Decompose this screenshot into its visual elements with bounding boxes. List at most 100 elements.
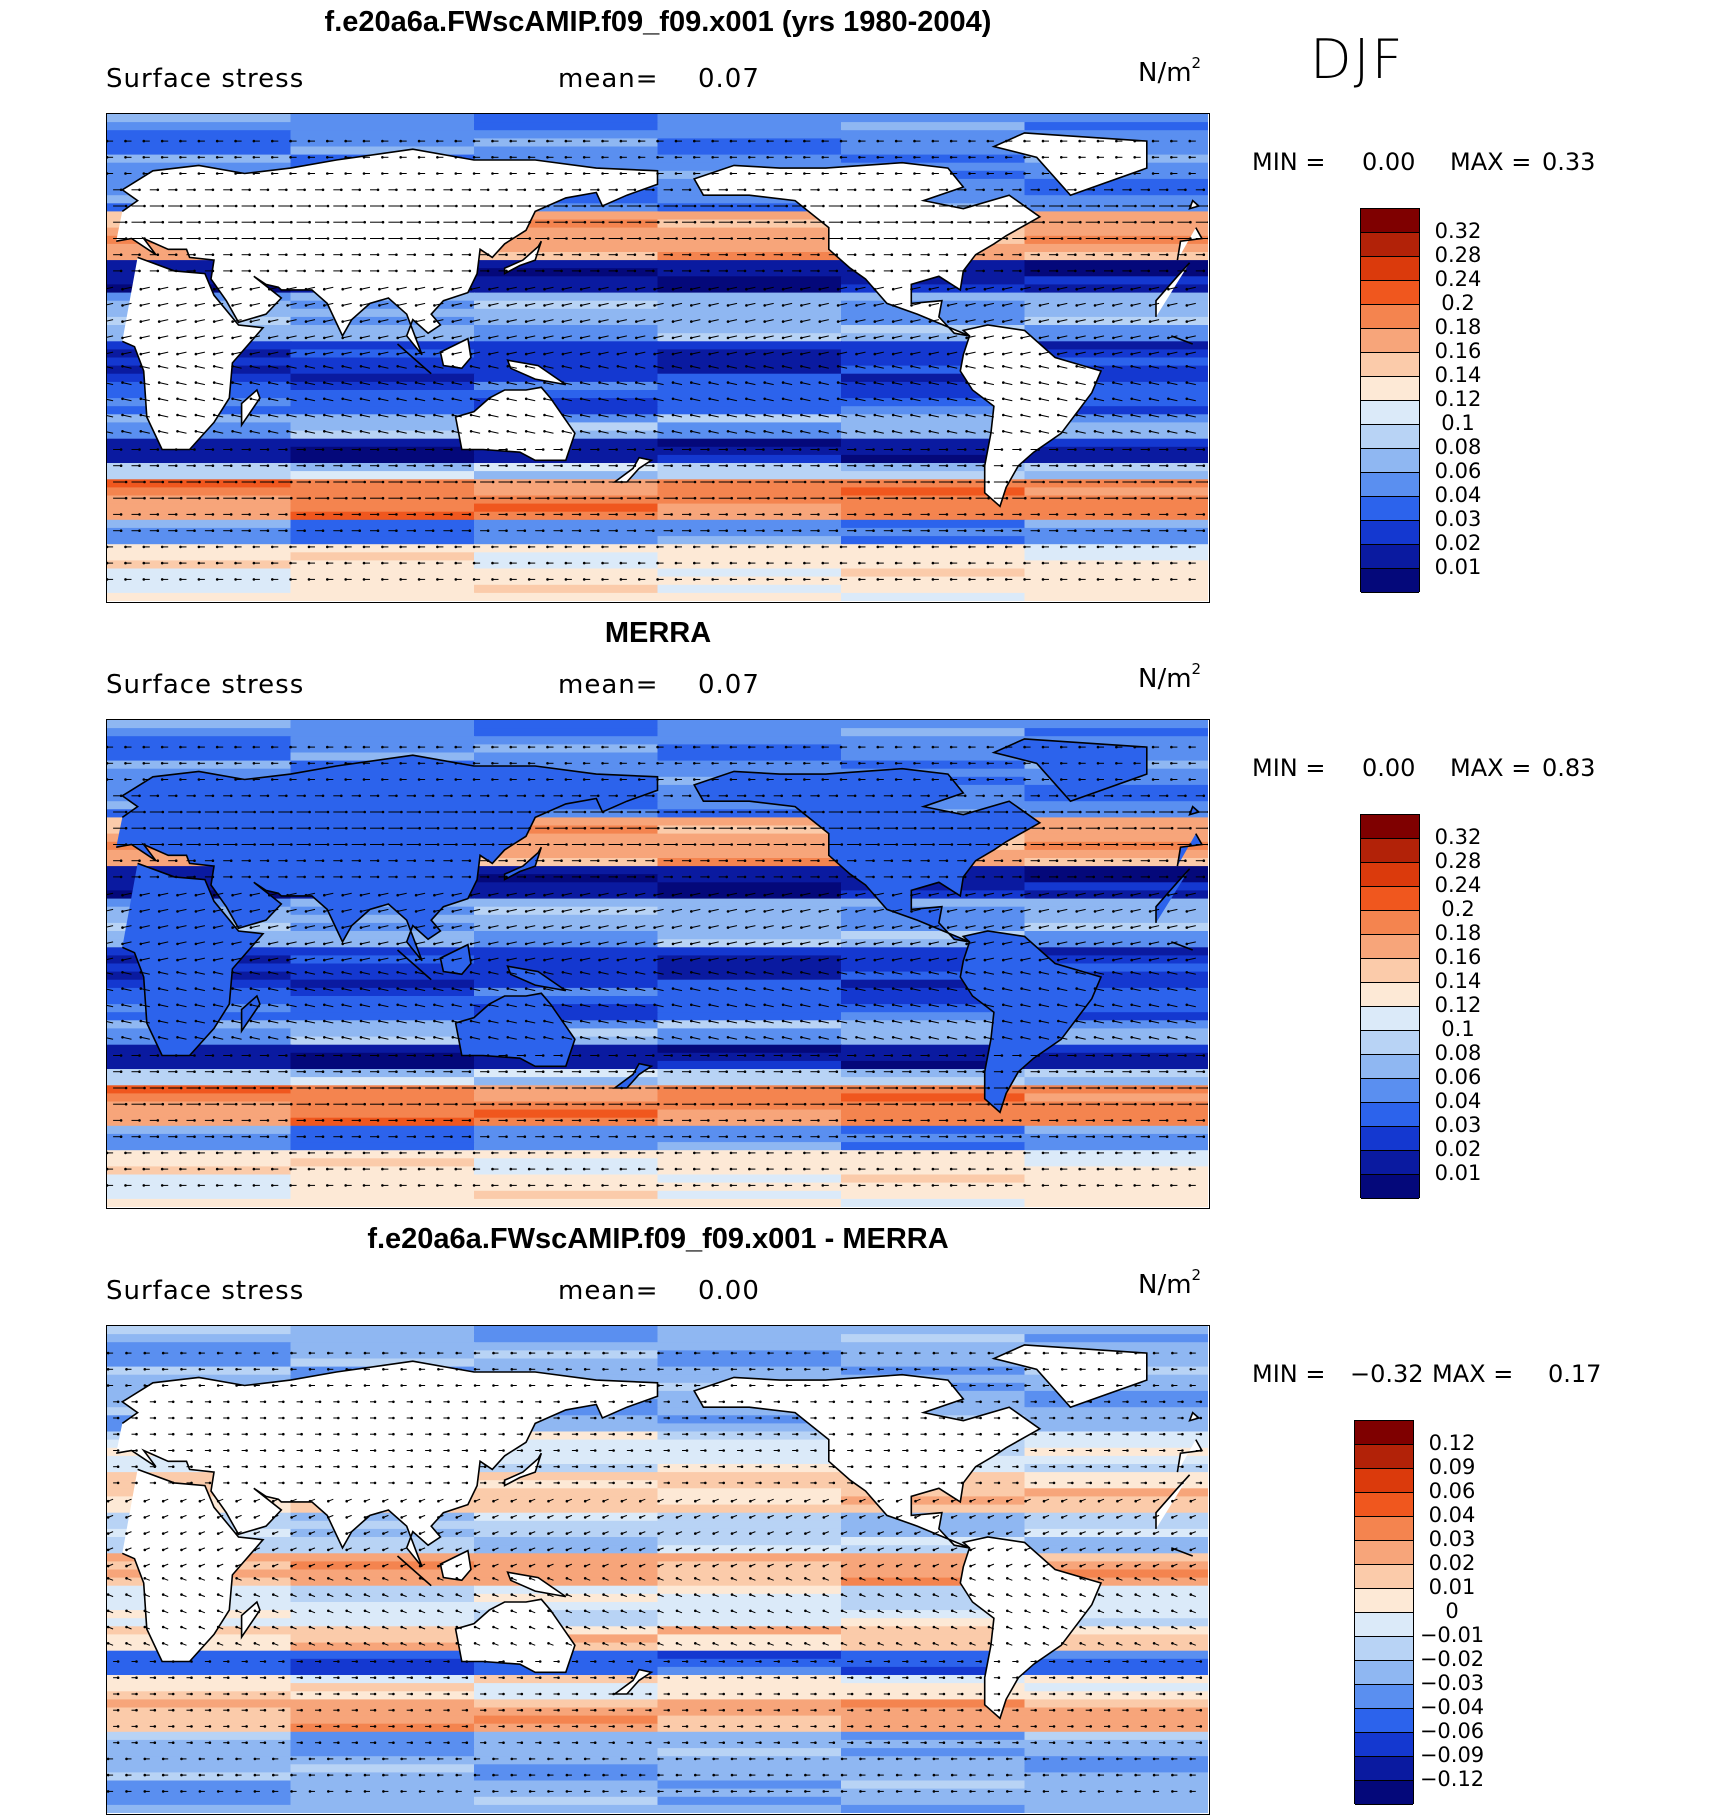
- vector-head: [286, 352, 289, 356]
- shade-cell: [657, 195, 842, 205]
- vector-head: [671, 304, 675, 307]
- vector-head: [304, 352, 308, 356]
- vector-head: [469, 381, 473, 384]
- vector-head: [876, 139, 880, 143]
- vector-head: [488, 320, 491, 323]
- vector-head: [396, 304, 400, 307]
- vector-arrow: [140, 351, 150, 355]
- vector-head: [395, 464, 398, 468]
- vector-head: [615, 253, 618, 256]
- vector-head: [855, 287, 858, 291]
- shade-cell: [290, 996, 475, 1006]
- vector-head: [633, 253, 637, 256]
- vector-head: [1165, 529, 1169, 532]
- vector-head: [543, 304, 546, 307]
- vector-head: [982, 794, 985, 798]
- vector-head: [321, 513, 325, 516]
- vector-head: [582, 545, 586, 549]
- vector-head: [376, 188, 380, 192]
- vector-head: [798, 513, 802, 516]
- vector-head: [418, 204, 422, 208]
- shade-cell: [474, 898, 659, 908]
- shade-cell: [474, 841, 659, 851]
- vector-head: [986, 561, 990, 565]
- vector-head: [784, 561, 788, 565]
- vector-head: [1020, 320, 1023, 323]
- vector-head: [527, 545, 531, 549]
- shade-cell: [657, 809, 842, 819]
- vector-head: [271, 561, 274, 565]
- shade-cell: [1024, 1028, 1208, 1038]
- vector-head: [359, 320, 363, 323]
- vector-head: [1041, 561, 1045, 565]
- vector-head: [785, 480, 788, 484]
- vector-arrow: [159, 414, 169, 418]
- vector-arrow: [140, 335, 150, 339]
- vector-head: [194, 397, 198, 401]
- vector-arrow: [874, 319, 884, 323]
- vector-head: [268, 352, 271, 356]
- vector-head: [670, 188, 673, 192]
- vector-head: [616, 365, 620, 368]
- vector-head: [1184, 188, 1187, 192]
- vector-head: [381, 480, 385, 484]
- vector-head: [231, 352, 234, 356]
- vector-head: [1112, 430, 1115, 433]
- vector-arrow: [287, 335, 297, 339]
- shade-cell: [474, 503, 659, 513]
- vector-arrow: [856, 414, 866, 418]
- vector-head: [635, 430, 638, 433]
- vector-head: [290, 204, 293, 208]
- colorbar-label: 0.2: [1441, 291, 1475, 315]
- vector-head: [873, 413, 877, 417]
- vector-head: [506, 352, 510, 356]
- vector-head: [1202, 269, 1206, 273]
- vector-arrow: [1168, 286, 1178, 290]
- vector-head: [564, 745, 568, 749]
- vector-head: [913, 843, 917, 846]
- vector-head: [358, 448, 361, 451]
- shade-cell: [657, 114, 842, 124]
- vector-arrow: [544, 319, 554, 323]
- vector-head: [491, 843, 495, 846]
- shade-cell: [290, 1085, 475, 1095]
- vector-arrow: [911, 365, 921, 369]
- vector-head: [268, 413, 271, 417]
- vector-head: [469, 365, 473, 368]
- vector-head: [876, 156, 880, 159]
- vector-arrow: [948, 414, 958, 418]
- vector-head: [840, 220, 844, 224]
- shade-cell: [841, 1125, 1026, 1135]
- vector-arrow: [856, 351, 866, 355]
- vector-head: [252, 545, 256, 549]
- vector-head: [1189, 237, 1192, 240]
- vector-arrow: [837, 365, 848, 369]
- vector-head: [138, 269, 141, 273]
- vector-head: [1092, 794, 1095, 798]
- vector-head: [436, 843, 440, 846]
- vector-head: [635, 304, 638, 307]
- vector-arrow: [107, 382, 114, 386]
- vector-head: [836, 413, 840, 417]
- vector-head: [638, 237, 642, 240]
- vector-head: [1133, 561, 1136, 565]
- vector-head: [675, 496, 678, 500]
- vector-head: [763, 381, 766, 384]
- vector-head: [767, 496, 770, 500]
- vector-head: [781, 381, 785, 384]
- vector-head: [396, 381, 400, 384]
- shade-cell: [474, 858, 659, 868]
- vector-head: [931, 578, 935, 581]
- vector-arrow: [636, 365, 646, 369]
- vector-head: [340, 188, 343, 192]
- shade-cell: [474, 479, 659, 489]
- vector-head: [693, 156, 696, 159]
- vector-arrow: [1076, 382, 1086, 386]
- vector-arrow: [122, 382, 132, 386]
- shade-cell: [841, 381, 1026, 391]
- vector-head: [1038, 397, 1042, 401]
- shade-cell: [1024, 987, 1208, 997]
- vector-head: [211, 448, 215, 451]
- vector-head: [983, 413, 987, 417]
- shade-cell: [841, 527, 1026, 537]
